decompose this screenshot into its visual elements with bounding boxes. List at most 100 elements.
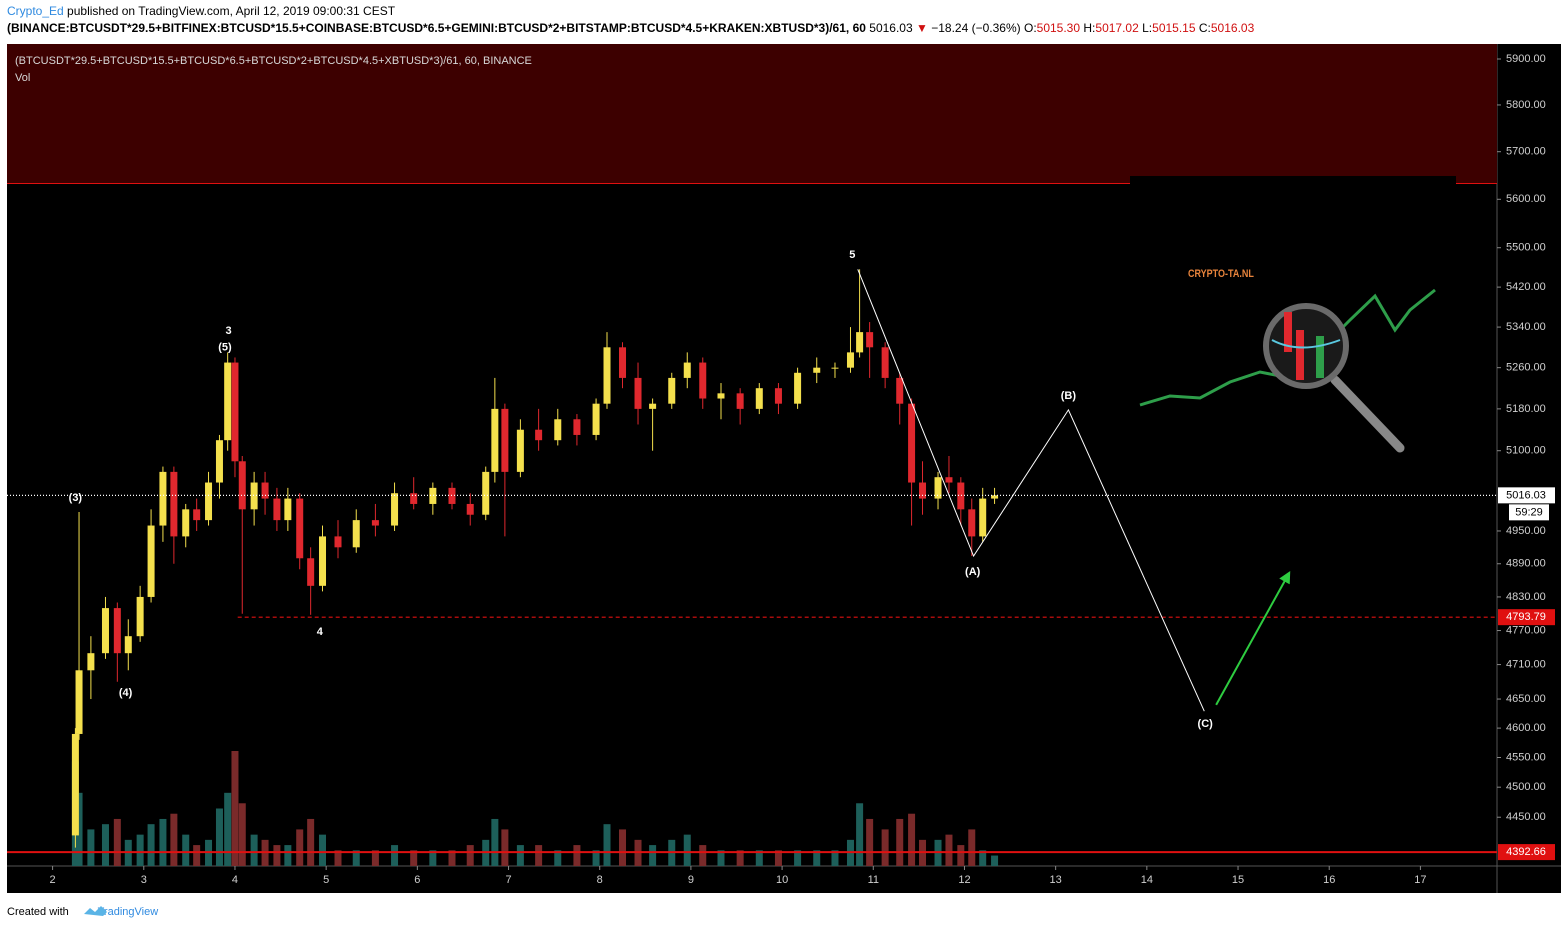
candle-body: [979, 498, 987, 537]
volume-bar: [991, 855, 999, 866]
author[interactable]: Crypto_Ed: [7, 4, 64, 18]
candle-body: [668, 377, 676, 404]
candle-body: [159, 471, 167, 526]
volume-bar: [371, 850, 379, 866]
candle-body: [319, 536, 327, 586]
candle-body: [856, 332, 864, 353]
drawing-layer: (3) (4) 3 (5) 4 5 (A) (B) (C): [7, 249, 1497, 854]
y-tick-label: 5900.00: [1506, 53, 1546, 65]
wave-label: (3): [69, 492, 83, 504]
candle-body: [147, 525, 155, 597]
candle-body: [934, 477, 942, 499]
y-tick-label: 4600.00: [1506, 722, 1546, 734]
x-tick-label: 12: [958, 874, 970, 886]
candle-body: [224, 362, 232, 441]
time-axis: [7, 866, 1561, 893]
volume-bar: [182, 834, 190, 866]
y-tick-label: 5100.00: [1506, 445, 1546, 457]
header-line: Crypto_Ed published on TradingView.com, …: [7, 4, 396, 18]
x-tick-label: 17: [1414, 874, 1426, 886]
candle-body: [813, 367, 821, 373]
candle-body: [391, 493, 399, 526]
x-tick-label: 13: [1050, 874, 1062, 886]
logo-handle: [1330, 375, 1405, 453]
target-arrow: [1215, 571, 1291, 706]
x-tick-label: 7: [505, 874, 511, 886]
change: −18.24 (−0.36%): [931, 21, 1020, 35]
candle-body: [87, 653, 95, 671]
candle-body: [619, 347, 627, 378]
volume-bar: [147, 824, 155, 866]
volume-bar: [813, 850, 821, 866]
y-tick-label: 4450.00: [1506, 811, 1546, 823]
candle-body: [866, 332, 874, 348]
volume-bar: [908, 813, 916, 866]
wave-label: (A): [965, 566, 981, 578]
candle-body: [896, 377, 904, 404]
volume-bar: [554, 850, 562, 866]
x-tick-label: 6: [414, 874, 420, 886]
y-tick-label: 5500.00: [1506, 242, 1546, 254]
volume-bar: [535, 845, 543, 866]
wave-projection: [857, 269, 1205, 712]
footer-brand[interactable]: TradingView: [98, 906, 159, 918]
logo-lens: [1263, 303, 1349, 389]
wave-label: (5): [218, 342, 232, 354]
candle-body: [238, 461, 246, 510]
o-value: 5015.30: [1037, 21, 1081, 35]
candle-body: [717, 393, 725, 399]
footer-created: Created with: [7, 906, 69, 918]
candle-body: [193, 509, 201, 521]
volume-bar: [448, 850, 456, 866]
candle-body: [482, 471, 490, 515]
candle-body: [908, 403, 916, 483]
logo-backdrop: [1130, 176, 1456, 185]
wave-label: (4): [119, 687, 133, 699]
candle-body: [535, 429, 543, 441]
volume-bar: [466, 845, 474, 866]
y-tick-label: 5260.00: [1506, 362, 1546, 374]
logo-candle: [1316, 336, 1324, 378]
logo-candle: [1296, 330, 1304, 380]
wave-label: (B): [1061, 390, 1077, 402]
y-tick-label: 4710.00: [1506, 658, 1546, 670]
volume-bar: [774, 850, 782, 866]
candle-body: [71, 733, 79, 836]
price-label-box: [1498, 844, 1555, 861]
y-tick-label: 4770.00: [1506, 624, 1546, 636]
candle-body: [957, 482, 965, 510]
logo-candle: [1284, 312, 1292, 352]
volume-bar: [170, 813, 178, 866]
candle-body: [307, 558, 315, 586]
volume-bar: [224, 792, 232, 866]
volume-bar: [979, 850, 987, 866]
x-tick-label: 15: [1232, 874, 1244, 886]
candle-body: [296, 498, 304, 559]
candle-body: [136, 596, 144, 637]
volume-bar: [896, 818, 904, 866]
volume-bar: [352, 850, 360, 866]
volume-bar: [101, 824, 109, 866]
candle-body: [501, 408, 509, 472]
volume-bar: [831, 850, 839, 866]
volume-bar: [945, 834, 953, 866]
candle-body: [75, 670, 83, 734]
wave-label: (C): [1198, 718, 1214, 730]
candle-body: [603, 347, 611, 404]
candle-body: [124, 636, 132, 654]
y-tick-label: 4830.00: [1506, 591, 1546, 603]
change-arrow: ▼: [916, 21, 928, 35]
volume-bar: [334, 850, 342, 866]
volume-bar: [649, 845, 657, 866]
candle-body: [699, 362, 707, 399]
l-value: 5015.15: [1152, 21, 1196, 35]
volume-bar: [284, 845, 292, 866]
volume-bar: [159, 818, 167, 866]
candle-body: [592, 403, 600, 435]
candle-body: [794, 372, 802, 404]
candle-body: [573, 419, 581, 435]
y-tick-label: 5340.00: [1506, 321, 1546, 333]
price-axis: [1497, 44, 1561, 866]
volume-bar: [683, 834, 691, 866]
candle-body: [755, 388, 763, 409]
